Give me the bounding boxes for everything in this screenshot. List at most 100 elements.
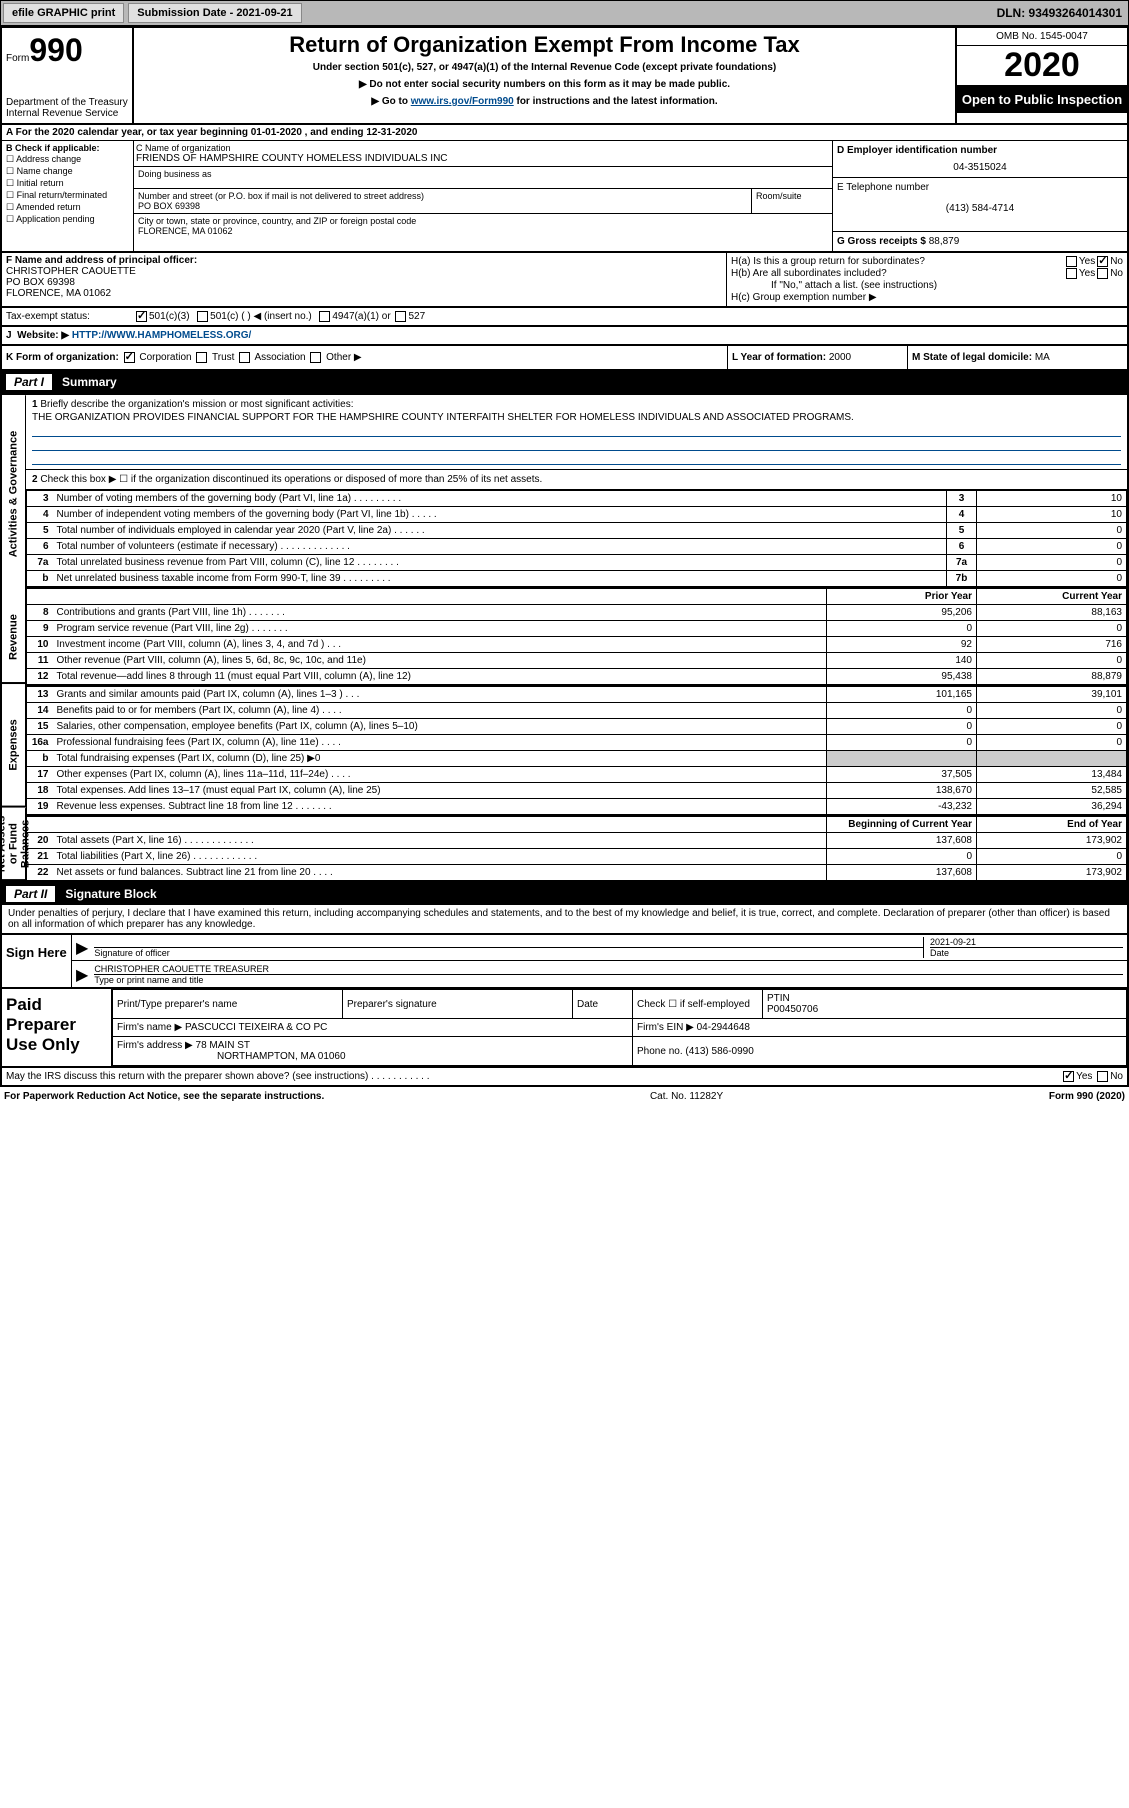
table-row: 4Number of independent voting members of…: [27, 507, 1127, 523]
table-row: 3Number of voting members of the governi…: [27, 491, 1127, 507]
table-row: 20Total assets (Part X, line 16) . . . .…: [27, 833, 1127, 849]
subtitle-2: ▶ Do not enter social security numbers o…: [138, 79, 951, 90]
blank-line: [32, 423, 1121, 437]
table-row: Firm's name ▶ PASCUCCI TEIXEIRA & CO PC …: [113, 1019, 1127, 1037]
discuss-yes[interactable]: [1063, 1071, 1074, 1082]
officer-signature[interactable]: Signature of officer: [94, 947, 923, 958]
discuss-no[interactable]: [1097, 1071, 1108, 1082]
ein-value: 04-3515024: [837, 162, 1123, 173]
sign-here-block: Sign Here ▶ Signature of officer 2021-09…: [0, 935, 1129, 989]
hb-yes[interactable]: [1066, 268, 1077, 279]
prep-name: Print/Type preparer's name: [113, 990, 343, 1019]
table-row: 22Net assets or fund balances. Subtract …: [27, 865, 1127, 881]
header-right: OMB No. 1545-0047 2020 Open to Public In…: [957, 28, 1127, 123]
form-title: Return of Organization Exempt From Incom…: [138, 32, 951, 58]
chk-final-return[interactable]: ☐ Final return/terminated: [6, 190, 129, 201]
blank-line: [32, 437, 1121, 451]
signature-intro: Under penalties of perjury, I declare th…: [0, 905, 1129, 935]
street-address: Number and street (or P.O. box if mail i…: [134, 189, 752, 213]
table-header: Beginning of Current YearEnd of Year: [27, 816, 1127, 833]
footer-right: Form 990 (2020): [1049, 1091, 1125, 1102]
prep-ptin: PTINP00450706: [763, 990, 1127, 1019]
firm-ein: Firm's EIN ▶ 04-2944648: [633, 1019, 1127, 1037]
vtab-governance: Activities & Governance: [2, 395, 26, 592]
chk-other[interactable]: [310, 352, 321, 363]
question-2: 2 Check this box ▶ ☐ if the organization…: [26, 470, 1127, 490]
table-row: bTotal fundraising expenses (Part IX, co…: [27, 751, 1127, 767]
section-k-l-m: K Form of organization: Corporation Trus…: [0, 346, 1129, 371]
chk-4947[interactable]: [319, 311, 330, 322]
chk-501c3[interactable]: [136, 311, 147, 322]
chk-assoc[interactable]: [239, 352, 250, 363]
signature-row: ▶ Signature of officer 2021-09-21Date: [72, 935, 1127, 961]
table-row: 18Total expenses. Add lines 13–17 (must …: [27, 783, 1127, 799]
sign-fields: ▶ Signature of officer 2021-09-21Date ▶ …: [72, 935, 1127, 987]
room-suite: Room/suite: [752, 189, 832, 213]
table-row: 16aProfessional fundraising fees (Part I…: [27, 735, 1127, 751]
preparer-fields: Print/Type preparer's name Preparer's si…: [112, 989, 1127, 1066]
table-row: 11Other revenue (Part VIII, column (A), …: [27, 653, 1127, 669]
table-row: 12Total revenue—add lines 8 through 11 (…: [27, 669, 1127, 685]
net-assets-table: Beginning of Current YearEnd of Year 20T…: [26, 815, 1127, 881]
chk-address-change[interactable]: ☐ Address change: [6, 154, 129, 165]
header-left: Form990 Department of the Treasury Inter…: [2, 28, 134, 123]
box-l: L Year of formation: 2000: [727, 346, 907, 369]
table-row: 21Total liabilities (Part X, line 26) . …: [27, 849, 1127, 865]
sign-here-label: Sign Here: [2, 935, 72, 987]
chk-amended[interactable]: ☐ Amended return: [6, 202, 129, 213]
box-b: B Check if applicable: ☐ Address change …: [2, 141, 134, 251]
org-name: FRIENDS OF HAMPSHIRE COUNTY HOMELESS IND…: [136, 153, 830, 164]
vtab-revenue: Revenue: [2, 592, 26, 684]
expenses-table: 13Grants and similar amounts paid (Part …: [26, 685, 1127, 815]
discuss-row: May the IRS discuss this return with the…: [0, 1068, 1129, 1087]
mission-text: THE ORGANIZATION PROVIDES FINANCIAL SUPP…: [32, 412, 1121, 423]
chk-initial-return[interactable]: ☐ Initial return: [6, 178, 129, 189]
form-number: Form990: [6, 32, 128, 69]
part-ii-header: Part II Signature Block: [0, 883, 1129, 905]
table-row: 15Salaries, other compensation, employee…: [27, 719, 1127, 735]
irs-link[interactable]: www.irs.gov/Form990: [411, 96, 514, 107]
vtab-expenses: Expenses: [2, 684, 26, 808]
website-link[interactable]: HTTP://WWW.HAMPHOMELESS.ORG/: [72, 330, 251, 341]
efile-button[interactable]: efile GRAPHIC print: [3, 3, 124, 23]
arrow-icon: ▶: [76, 938, 88, 958]
omb-number: OMB No. 1545-0047: [957, 28, 1127, 46]
subtitle-3: ▶ Go to www.irs.gov/Form990 for instruct…: [138, 96, 951, 107]
dept-text: Department of the Treasury Internal Reve…: [6, 97, 128, 119]
part-i-header: Part I Summary: [0, 371, 1129, 393]
prep-date: Date: [573, 990, 633, 1019]
box-m: M State of legal domicile: MA: [907, 346, 1127, 369]
question-1: 1 Briefly describe the organization's mi…: [26, 395, 1127, 470]
chk-trust[interactable]: [196, 352, 207, 363]
chk-corp[interactable]: [124, 352, 135, 363]
arrow-icon: ▶: [76, 965, 88, 985]
city-block: City or town, state or province, country…: [134, 214, 832, 238]
chk-501c[interactable]: [197, 311, 208, 322]
dba-block: Doing business as: [134, 167, 832, 189]
ha-yes[interactable]: [1066, 256, 1077, 267]
prep-self-emp: Check ☐ if self-employed: [633, 990, 763, 1019]
table-row: Print/Type preparer's name Preparer's si…: [113, 990, 1127, 1019]
firm-address: Firm's address ▶ 78 MAIN STNORTHAMPTON, …: [113, 1037, 633, 1066]
phone-value: (413) 584-4714: [837, 203, 1123, 214]
firm-phone: Phone no. (413) 586-0990: [633, 1037, 1127, 1066]
chk-name-change[interactable]: ☐ Name change: [6, 166, 129, 177]
footer-mid: Cat. No. 11282Y: [324, 1091, 1049, 1102]
submission-date-button[interactable]: Submission Date - 2021-09-21: [128, 3, 301, 23]
page-footer: For Paperwork Reduction Act Notice, see …: [0, 1087, 1129, 1106]
table-header: Prior YearCurrent Year: [27, 588, 1127, 605]
chk-pending[interactable]: ☐ Application pending: [6, 214, 129, 225]
chk-527[interactable]: [395, 311, 406, 322]
table-row: 7aTotal unrelated business revenue from …: [27, 555, 1127, 571]
section-b-e: B Check if applicable: ☐ Address change …: [0, 141, 1129, 253]
tax-exempt-row: Tax-exempt status: 501(c)(3) 501(c) ( ) …: [0, 308, 1129, 327]
box-f: F Name and address of principal officer:…: [2, 253, 727, 306]
summary-body: Activities & Governance Revenue Expenses…: [0, 393, 1129, 883]
ha-no[interactable]: [1097, 256, 1108, 267]
box-h: H(a) Is this a group return for subordin…: [727, 253, 1127, 306]
table-row: 6Total number of volunteers (estimate if…: [27, 539, 1127, 555]
firm-name: Firm's name ▶ PASCUCCI TEIXEIRA & CO PC: [113, 1019, 633, 1037]
inspection-badge: Open to Public Inspection: [957, 86, 1127, 113]
hb-no[interactable]: [1097, 268, 1108, 279]
table-row: 17Other expenses (Part IX, column (A), l…: [27, 767, 1127, 783]
